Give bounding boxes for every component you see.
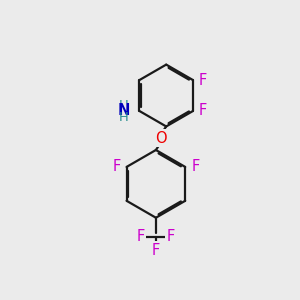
Text: F: F <box>198 103 206 118</box>
Text: N: N <box>118 103 130 118</box>
Text: F: F <box>198 73 206 88</box>
Text: F: F <box>167 230 175 244</box>
Text: F: F <box>191 159 200 174</box>
Text: F: F <box>136 230 145 244</box>
Text: O: O <box>155 131 167 146</box>
Text: F: F <box>112 159 120 174</box>
Text: H: H <box>119 99 129 112</box>
Text: H: H <box>119 111 129 124</box>
Text: F: F <box>152 243 160 258</box>
